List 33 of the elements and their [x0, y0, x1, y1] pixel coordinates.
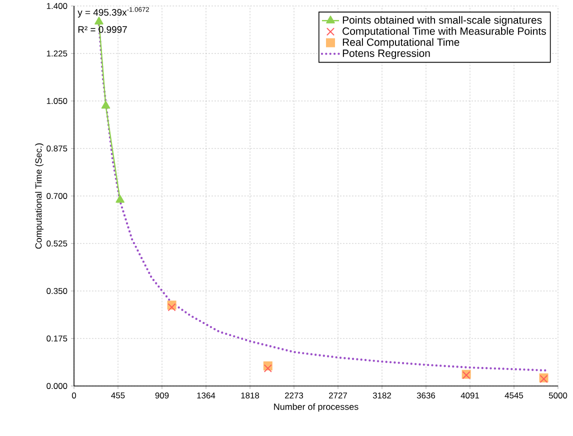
x-tick-label: 909 [155, 392, 169, 398]
x-tick-label: 4091 [460, 392, 480, 398]
y-tick-label: 0.350 [46, 288, 68, 294]
x-tick-label: 2273 [285, 392, 304, 398]
annotation: y = 495.39x$^{-1.0672}$ [78, 7, 149, 18]
x-tick-label: 4545 [504, 392, 524, 398]
x-tick-label: 455 [111, 392, 125, 398]
point [168, 303, 176, 312]
y-tick-label: 0.700 [46, 192, 68, 199]
y-tick-label: 1.225 [46, 50, 68, 56]
legend-label: Points obtained with small-scale signatures [342, 16, 542, 26]
point [101, 100, 110, 109]
y-tick-label: 0.000 [46, 382, 68, 389]
legend-label: Potens Regression [342, 49, 430, 60]
y-tick-label: 0.175 [46, 335, 68, 342]
y-tick-label: 1.050 [46, 98, 68, 104]
point [94, 16, 104, 24]
x-tick-label: 1364 [197, 392, 216, 398]
x-tick-label: 3182 [372, 392, 391, 398]
x-tick-label: 3636 [416, 392, 436, 398]
y-axis-title: Computational Time (Sec.) [35, 143, 44, 249]
legend-label: Computational Time with Measurable Points [342, 27, 546, 37]
x-tick-label: 0 [72, 392, 76, 398]
x-axis-title: Number of processes [274, 403, 358, 412]
point [264, 364, 272, 372]
x-tick-label: 5000 [548, 392, 568, 398]
y-tick-label: 0.525 [46, 240, 68, 246]
point [116, 195, 124, 203]
x-tick-label: 1818 [241, 392, 260, 398]
y-tick-label: 0.875 [46, 145, 68, 152]
legend-label: Real Computational Time [342, 38, 460, 48]
y-tick-label: 1.400 [46, 2, 68, 9]
x-tick-label: 2727 [329, 392, 347, 398]
